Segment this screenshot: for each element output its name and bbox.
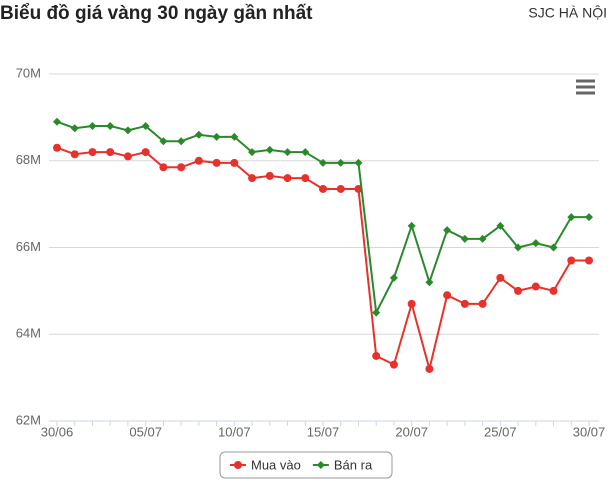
point [301, 174, 310, 183]
point [123, 152, 132, 161]
x-tick-label: 25/07 [484, 424, 517, 439]
point [283, 148, 292, 157]
point [514, 243, 523, 252]
point [389, 273, 398, 282]
point [585, 213, 593, 222]
point [123, 126, 132, 135]
menu-button[interactable] [574, 78, 596, 98]
point [336, 158, 345, 167]
y-tick-label: 66M [16, 239, 41, 254]
point [567, 256, 576, 265]
point [319, 158, 327, 167]
point [53, 117, 61, 126]
point [389, 360, 398, 369]
point [443, 226, 452, 235]
x-tick-label: 15/07 [307, 424, 340, 439]
point [585, 256, 593, 265]
point [212, 132, 221, 141]
point [478, 234, 487, 243]
chart-subtitle: SJC HÀ NỘI [528, 5, 607, 21]
point [194, 156, 203, 165]
point [234, 461, 242, 469]
point [531, 282, 540, 291]
x-tick-label: 20/07 [395, 424, 428, 439]
point [301, 148, 310, 157]
point [443, 291, 452, 300]
point [159, 137, 168, 146]
y-tick-label: 64M [16, 326, 41, 341]
point [319, 184, 327, 193]
point [70, 124, 79, 133]
point [514, 286, 523, 295]
point [194, 130, 203, 139]
point [407, 221, 416, 230]
legend-item[interactable]: Mua vào [230, 457, 301, 472]
point [248, 148, 257, 157]
point [283, 174, 292, 183]
x-tick-label: 10/07 [218, 424, 251, 439]
point [354, 158, 363, 167]
point [141, 122, 150, 131]
point [248, 174, 257, 183]
point [460, 234, 469, 243]
point [88, 148, 97, 157]
series-line [56, 146, 589, 370]
chart-title: Biểu đồ giá vàng 30 ngày gần nhất [0, 3, 313, 24]
legend-label[interactable]: Bán ra [334, 457, 373, 472]
point [230, 132, 239, 141]
x-tick-label: 30/07 [573, 424, 606, 439]
point [460, 299, 469, 308]
point [372, 351, 381, 360]
legend[interactable]: Mua vào Bán ra [219, 451, 393, 479]
point [496, 273, 505, 282]
legend-item[interactable]: Bán ra [312, 457, 373, 472]
point [372, 308, 381, 317]
point [425, 364, 434, 373]
point [230, 158, 239, 167]
point [478, 299, 487, 308]
point [549, 243, 558, 252]
y-tick-label: 62M [16, 412, 41, 427]
point [265, 171, 274, 180]
point [177, 163, 186, 172]
point [106, 122, 115, 131]
y-tick-label: 70M [16, 65, 41, 80]
point [177, 137, 186, 146]
point [265, 145, 274, 154]
point [316, 461, 325, 469]
point [567, 213, 576, 222]
point [106, 148, 115, 157]
x-tick-label: 30/06 [41, 424, 74, 439]
point [496, 221, 505, 230]
legend-box [219, 451, 393, 479]
y-tick-label: 68M [16, 152, 41, 167]
point [336, 184, 345, 193]
x-tick-label: 05/07 [129, 424, 162, 439]
point [425, 278, 434, 287]
point [141, 148, 150, 157]
series [53, 143, 593, 373]
point [212, 158, 221, 167]
point [407, 299, 416, 308]
point [549, 286, 558, 295]
point [159, 163, 168, 172]
legend-label[interactable]: Mua vào [251, 457, 301, 472]
point [70, 150, 79, 159]
point [531, 239, 540, 248]
series [53, 117, 593, 317]
point [88, 122, 97, 131]
point [53, 143, 61, 152]
